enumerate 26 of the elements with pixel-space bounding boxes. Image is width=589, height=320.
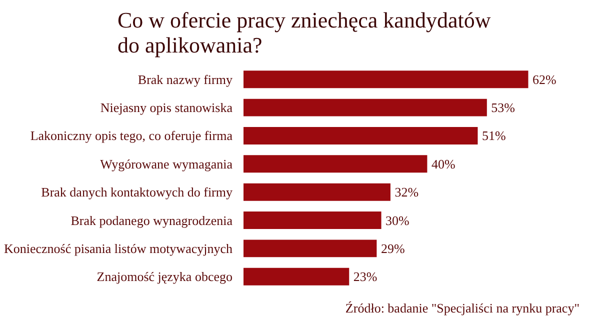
data-label: 53% (491, 100, 516, 116)
bar (244, 268, 350, 286)
data-label: 23% (353, 269, 378, 284)
bar (244, 98, 487, 116)
data-label: 32% (394, 184, 419, 200)
data-label: 29% (380, 240, 405, 256)
data-label: 51% (482, 128, 506, 144)
bar (244, 240, 377, 258)
y-tick-label: Brak danych kontaktowych do firmy (41, 184, 233, 200)
bar (244, 127, 478, 144)
y-tick-label: Brak nazwy firmy (138, 72, 233, 87)
text: Źródło: badanie "Specjaliści na rynku pracy" (345, 300, 580, 316)
y-tick-label: Znajomość języka obcego (96, 269, 233, 284)
chart-title: Co w ofercie pracy zniechęca kandydatów do aplikowania? (118, 8, 491, 58)
data-label: 30% (386, 212, 410, 228)
bar (244, 70, 528, 88)
bar (244, 183, 390, 201)
y-tick-label: Niejasny opis stanowiska (100, 100, 233, 116)
y-tick-label: Lakoniczny opis tego, co oferuje firma (30, 128, 233, 144)
y-tick-label: Konieczność pisania listów motywacyjnych (4, 240, 233, 256)
y-tick-label: Brak podanego wynagrodzenia (70, 212, 233, 228)
bar (244, 155, 428, 173)
y-tick-label: Wygórowane wymagania (100, 156, 233, 172)
data-label: 40% (431, 156, 456, 172)
bar (244, 212, 382, 229)
data-label: 62% (532, 72, 557, 87)
